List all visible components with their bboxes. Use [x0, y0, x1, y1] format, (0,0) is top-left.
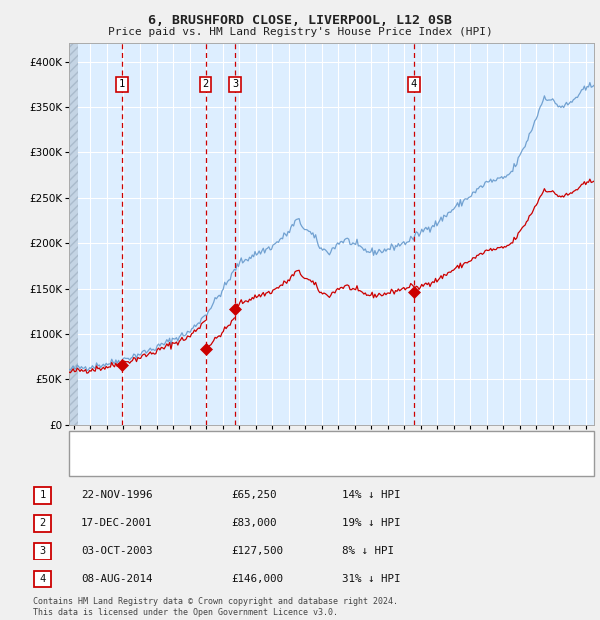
FancyBboxPatch shape: [34, 515, 51, 531]
Text: 1: 1: [119, 79, 125, 89]
Text: HPI: Average price, detached house, Liverpool: HPI: Average price, detached house, Live…: [116, 460, 398, 470]
Text: £83,000: £83,000: [231, 518, 277, 528]
Text: 08-AUG-2014: 08-AUG-2014: [81, 574, 152, 584]
Text: 6, BRUSHFORD CLOSE, LIVERPOOL, L12 0SB (detached house): 6, BRUSHFORD CLOSE, LIVERPOOL, L12 0SB (…: [116, 438, 460, 448]
Bar: [69, 43, 78, 425]
Text: 17-DEC-2001: 17-DEC-2001: [81, 518, 152, 528]
Text: 14% ↓ HPI: 14% ↓ HPI: [342, 490, 401, 500]
FancyBboxPatch shape: [34, 570, 51, 588]
Text: 19% ↓ HPI: 19% ↓ HPI: [342, 518, 401, 528]
Text: 1: 1: [40, 490, 46, 500]
Text: £65,250: £65,250: [231, 490, 277, 500]
Text: 4: 4: [411, 79, 417, 89]
Text: Price paid vs. HM Land Registry's House Price Index (HPI): Price paid vs. HM Land Registry's House …: [107, 27, 493, 37]
Text: 6, BRUSHFORD CLOSE, LIVERPOOL, L12 0SB: 6, BRUSHFORD CLOSE, LIVERPOOL, L12 0SB: [148, 14, 452, 27]
Text: 4: 4: [40, 574, 46, 584]
Text: 22-NOV-1996: 22-NOV-1996: [81, 490, 152, 500]
Text: 03-OCT-2003: 03-OCT-2003: [81, 546, 152, 556]
Text: 3: 3: [40, 546, 46, 556]
Text: 2: 2: [40, 518, 46, 528]
Text: 2: 2: [202, 79, 209, 89]
Text: Contains HM Land Registry data © Crown copyright and database right 2024.
This d: Contains HM Land Registry data © Crown c…: [33, 598, 398, 617]
Text: £127,500: £127,500: [231, 546, 283, 556]
Text: 3: 3: [232, 79, 238, 89]
FancyBboxPatch shape: [69, 431, 594, 476]
Text: 31% ↓ HPI: 31% ↓ HPI: [342, 574, 401, 584]
FancyBboxPatch shape: [34, 487, 51, 503]
Text: £146,000: £146,000: [231, 574, 283, 584]
FancyBboxPatch shape: [34, 543, 51, 559]
Text: 8% ↓ HPI: 8% ↓ HPI: [342, 546, 394, 556]
